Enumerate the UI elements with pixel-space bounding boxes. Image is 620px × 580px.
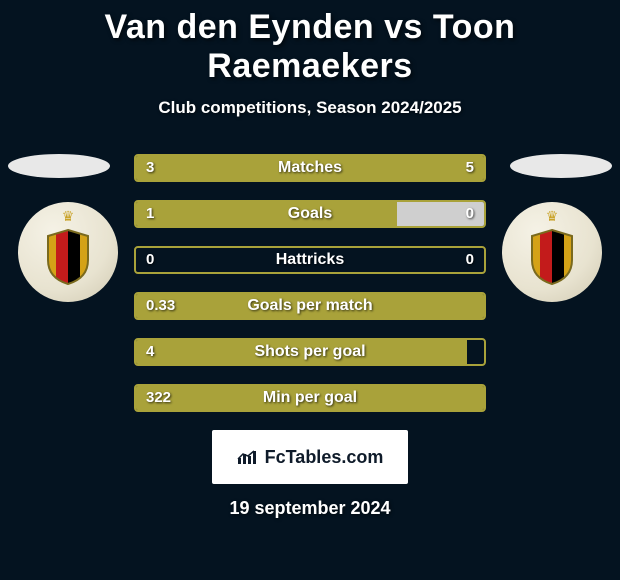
crown-icon: ♛ [546, 208, 559, 225]
shield-icon [44, 228, 92, 286]
bar-left-fill [136, 386, 484, 410]
page-title: Van den Eynden vs Toon Raemaekers [0, 0, 620, 86]
shield-icon [528, 228, 576, 286]
site-logo-panel: FcTables.com [212, 430, 408, 484]
stat-row: Shots per goal4 [134, 338, 486, 366]
page-subtitle: Club competitions, Season 2024/2025 [0, 98, 620, 118]
club-badge-left: ♛ [18, 202, 118, 302]
stat-row: Hattricks0 0 [134, 246, 486, 274]
stat-row: Goals10 [134, 200, 486, 228]
stat-label: Hattricks [136, 248, 484, 272]
site-name: FcTables.com [265, 447, 384, 468]
comparison-panel: ♛ ♛ [0, 142, 620, 519]
stat-bars: Matches35 Goals10 Hattricks0 0 Goals per mat… [134, 142, 486, 412]
stat-row: Matches35 [134, 154, 486, 182]
bar-left-fill [136, 202, 397, 226]
club-badge-right: ♛ [502, 202, 602, 302]
bar-left-fill [136, 294, 484, 318]
stat-row: Min per goal322 [134, 384, 486, 412]
bar-right-fill [267, 156, 485, 180]
bar-right-fill [397, 202, 484, 226]
player-left-oval [8, 154, 110, 178]
bar-left-fill [136, 156, 267, 180]
stat-right-value: 0 [456, 248, 484, 272]
crown-icon: ♛ [62, 208, 75, 225]
bar-left-fill [136, 340, 467, 364]
date-text: 19 september 2024 [0, 498, 620, 519]
stat-left-value: 0 [136, 248, 164, 272]
bars-logo-icon [237, 449, 259, 465]
player-right-oval [510, 154, 612, 178]
stat-row: Goals per match0.33 [134, 292, 486, 320]
